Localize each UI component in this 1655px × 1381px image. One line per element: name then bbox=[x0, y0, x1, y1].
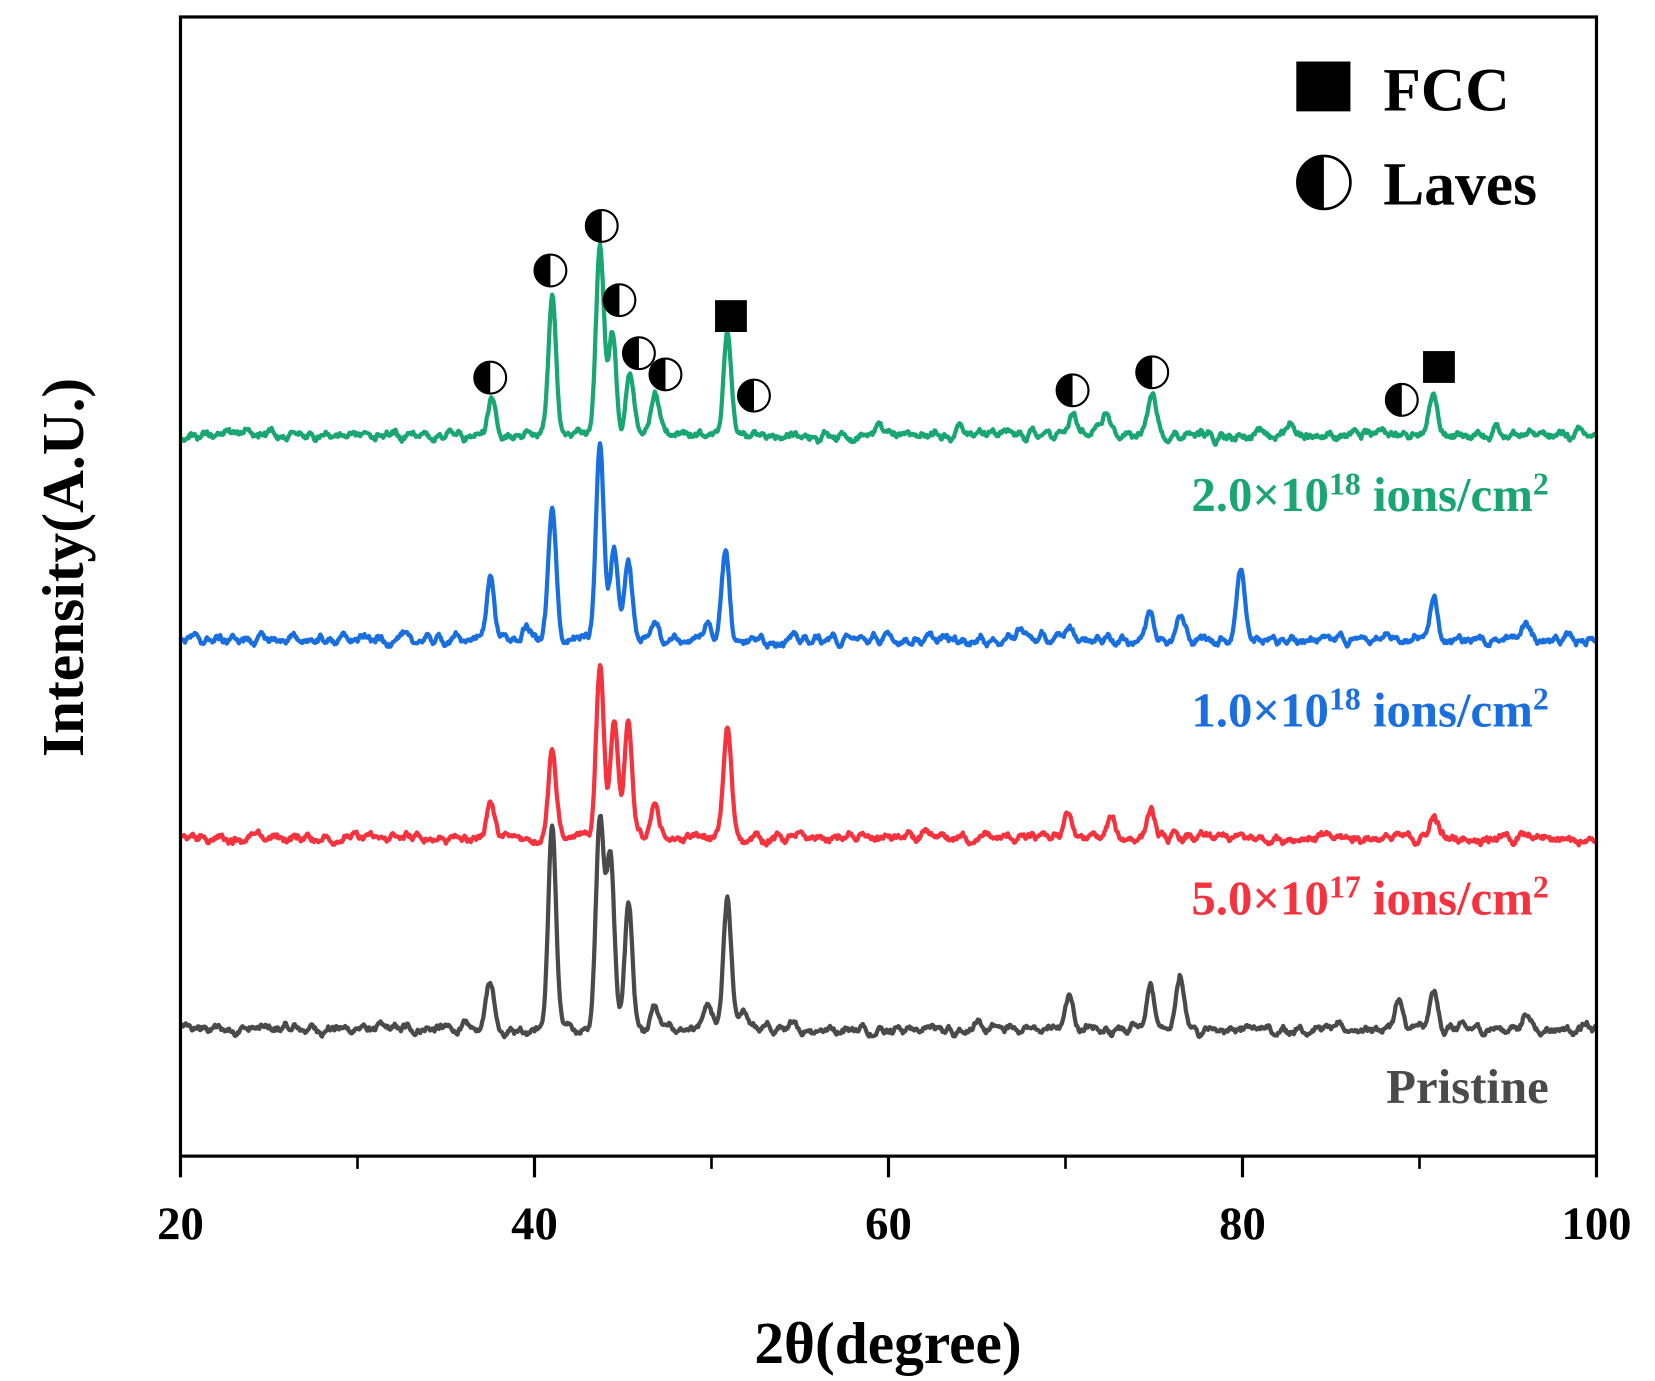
label-superscript: 2 bbox=[1533, 466, 1549, 501]
label-superscript: 18 bbox=[1329, 466, 1361, 501]
label-superscript: 2 bbox=[1533, 869, 1549, 904]
x-axis-label: 2θ(degree) bbox=[754, 1310, 1021, 1376]
laves-half-circle-icon bbox=[648, 357, 683, 392]
x-tick-label: 100 bbox=[1561, 1198, 1631, 1250]
fcc-square-icon bbox=[1423, 351, 1455, 383]
laves-half-circle-icon bbox=[1384, 382, 1419, 417]
x-tick-label: 40 bbox=[511, 1198, 558, 1250]
fcc-square-icon bbox=[715, 300, 747, 332]
series-line-0 bbox=[179, 813, 1599, 1040]
series-label-3: 2.0×1018 ions/cm2 bbox=[1191, 466, 1548, 522]
laves-half-circle-icon bbox=[1055, 373, 1090, 408]
label-text: Pristine bbox=[1386, 1060, 1549, 1114]
x-tick-label: 60 bbox=[865, 1198, 912, 1250]
y-axis-label: Intensity(A.U.) bbox=[30, 378, 96, 757]
legend: FCC Laves bbox=[1296, 56, 1537, 219]
x-tick-label: 80 bbox=[1219, 1198, 1266, 1250]
label-text: ions/cm bbox=[1361, 684, 1533, 738]
laves-half-circle-icon bbox=[602, 283, 637, 318]
label-text: ions/cm bbox=[1361, 871, 1533, 925]
laves-half-circle-icon bbox=[1135, 355, 1170, 390]
legend-fcc-square-icon bbox=[1296, 61, 1351, 112]
series-label-2: 1.0×1018 ions/cm2 bbox=[1191, 682, 1548, 738]
laves-half-circle-icon bbox=[584, 208, 619, 243]
series-line-1 bbox=[179, 663, 1599, 848]
label-text: ions/cm bbox=[1361, 468, 1533, 522]
label-text: 2.0×10 bbox=[1191, 468, 1329, 522]
label-text: 1.0×10 bbox=[1191, 684, 1329, 738]
label-text: 5.0×10 bbox=[1191, 871, 1329, 925]
label-superscript: 18 bbox=[1329, 682, 1361, 717]
laves-half-circle-icon bbox=[736, 378, 771, 413]
legend-laves-half-circle-icon bbox=[1296, 154, 1352, 211]
series-label-1: 5.0×1017 ions/cm2 bbox=[1191, 869, 1548, 925]
x-tick-label: 20 bbox=[157, 1198, 204, 1250]
label-superscript: 2 bbox=[1533, 682, 1549, 717]
legend-laves-label: Laves bbox=[1383, 151, 1537, 219]
x-axis-ticks: 20 40 60 80 100 bbox=[157, 1156, 1631, 1250]
label-superscript: 17 bbox=[1329, 869, 1361, 904]
laves-half-circle-icon bbox=[533, 253, 568, 288]
series-layer bbox=[178, 242, 1599, 1040]
laves-half-circle-icon bbox=[621, 336, 656, 371]
laves-half-circle-icon bbox=[473, 360, 508, 395]
series-label-0: Pristine bbox=[1386, 1060, 1549, 1114]
series-line-2 bbox=[178, 441, 1598, 650]
legend-fcc-label: FCC bbox=[1383, 56, 1509, 124]
phase-markers bbox=[473, 208, 1455, 417]
series-line-3 bbox=[179, 242, 1598, 447]
